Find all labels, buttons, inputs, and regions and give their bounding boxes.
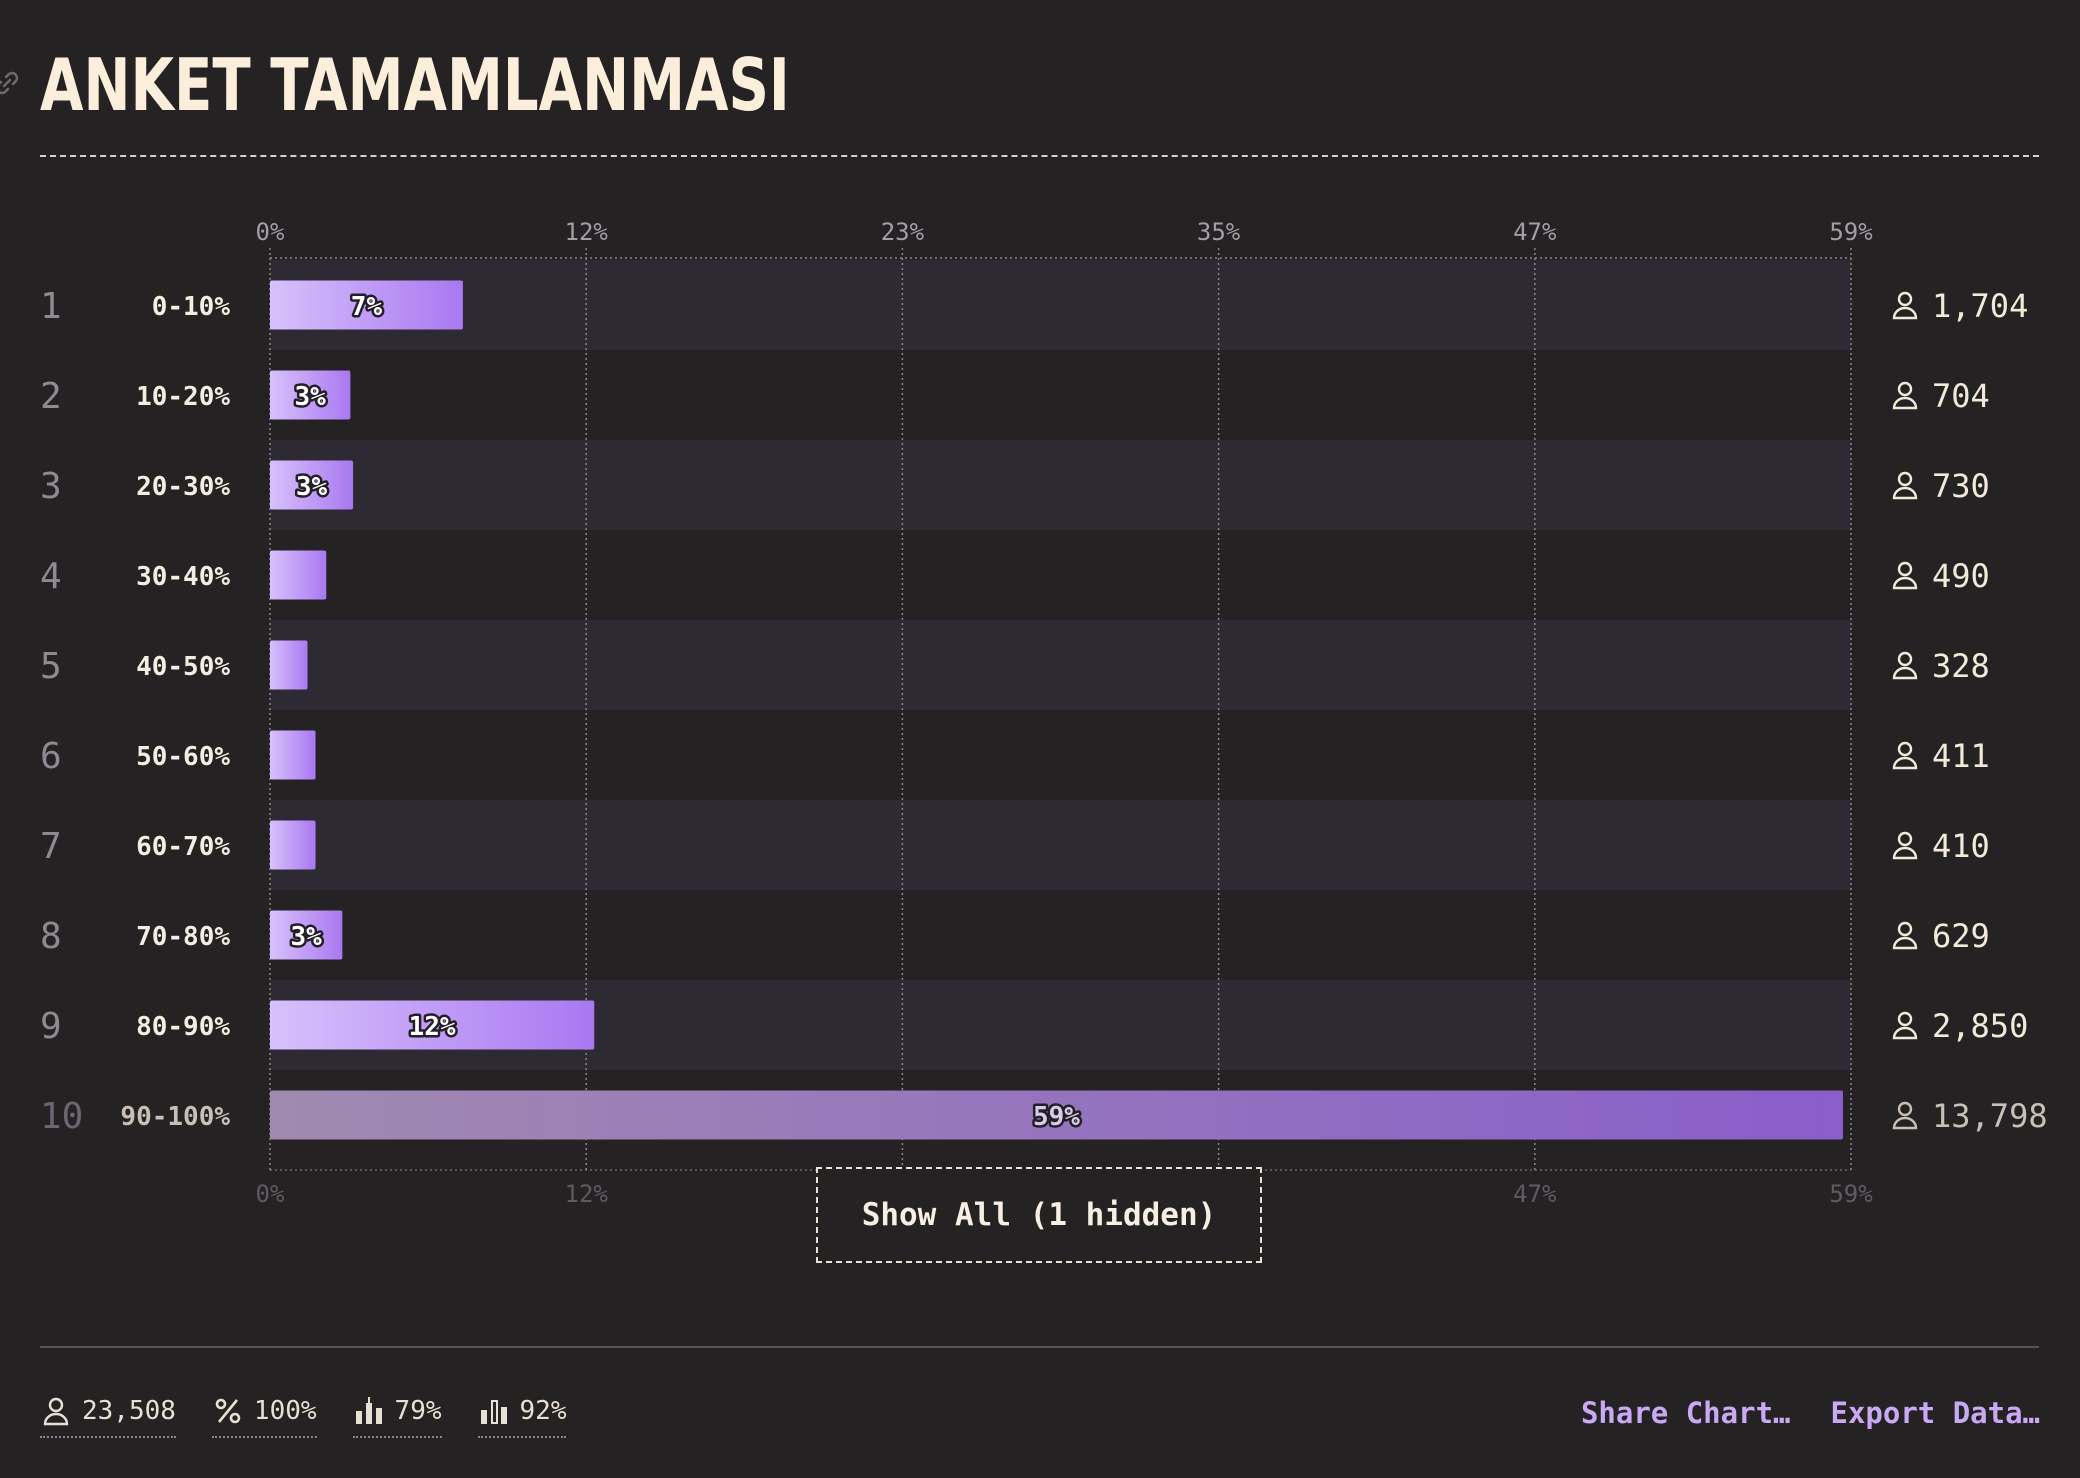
link-icon[interactable] — [0, 68, 22, 98]
bar-value-label: 3% — [291, 922, 323, 952]
bar[interactable] — [270, 280, 463, 330]
bar-chart: 0%0%12%12%23%23%35%35%47%47%59%59% 10-10… — [40, 218, 2048, 1208]
percent-icon — [215, 1398, 241, 1424]
bar[interactable] — [270, 820, 316, 870]
category-label: 50-60% — [136, 742, 230, 772]
row-rank: 7 — [40, 826, 62, 867]
row-band — [270, 440, 1851, 530]
person-icon — [1892, 741, 1918, 770]
respondent-count: 1,704 — [1932, 287, 2028, 325]
candlestick-icon — [355, 1397, 382, 1424]
person-icon — [1892, 1011, 1918, 1040]
stat-respondents[interactable]: 23,508 — [40, 1390, 176, 1438]
x-tick-label-bottom: 59% — [1829, 1180, 1873, 1208]
row-rank: 6 — [40, 736, 62, 777]
bar[interactable] — [270, 730, 316, 780]
stat-candlestick[interactable]: 79% — [352, 1390, 442, 1438]
x-tick-label-bottom: 0% — [256, 1180, 285, 1208]
row-band — [270, 800, 1851, 890]
bar-value-label: 3% — [296, 472, 328, 502]
person-icon — [1892, 291, 1918, 320]
respondent-count: 328 — [1932, 647, 1990, 685]
bar-value-label: 3% — [295, 382, 327, 412]
footer-divider — [40, 1346, 2039, 1348]
category-label: 60-70% — [136, 832, 230, 862]
row-band — [270, 260, 1851, 350]
respondent-count: 410 — [1932, 827, 1990, 865]
actions: Share Chart… Export Data… — [1581, 1396, 2040, 1430]
stat-value: 100% — [253, 1396, 317, 1426]
person-icon — [1892, 831, 1918, 860]
title-divider — [40, 155, 2039, 157]
x-tick-label-bottom: 47% — [1513, 1180, 1557, 1208]
row-band — [270, 620, 1851, 710]
stat-value: 79% — [394, 1396, 442, 1426]
x-tick-label-top: 59% — [1829, 218, 1873, 246]
respondent-count: 13,798 — [1932, 1097, 2048, 1135]
respondent-count: 2,850 — [1932, 1007, 2028, 1045]
bar[interactable] — [270, 370, 351, 420]
stat-value: 23,508 — [82, 1396, 176, 1426]
row-rank: 4 — [40, 556, 62, 597]
x-tick-label-top: 35% — [1197, 218, 1241, 246]
category-label: 0-10% — [152, 292, 231, 322]
stat-bar[interactable]: 92% — [477, 1390, 567, 1438]
stats-bar: 23,508 100% 79% 92% — [40, 1390, 567, 1440]
show-all-button[interactable]: Show All (1 hidden) — [816, 1167, 1262, 1263]
bar-value-label: 59% — [1033, 1102, 1080, 1132]
row-rank: 9 — [40, 1006, 62, 1047]
row-rank: 2 — [40, 376, 62, 417]
page-title: ANKET TAMAMLANMASI — [40, 43, 790, 127]
x-tick-label-top: 23% — [881, 218, 925, 246]
row-rank: 10 — [40, 1096, 83, 1137]
category-label: 40-50% — [136, 652, 230, 682]
person-icon — [1892, 1101, 1918, 1130]
row-rank: 3 — [40, 466, 62, 507]
category-label: 30-40% — [136, 562, 230, 592]
x-tick-label-top: 12% — [565, 218, 609, 246]
stat-value: 92% — [519, 1396, 567, 1426]
category-label: 70-80% — [136, 922, 230, 952]
x-tick-label-bottom: 12% — [565, 1180, 609, 1208]
bar[interactable] — [270, 1090, 1843, 1140]
person-icon — [1892, 381, 1918, 410]
export-data-link[interactable]: Export Data… — [1830, 1396, 2040, 1430]
respondent-count: 730 — [1932, 467, 1990, 505]
person-icon — [1892, 561, 1918, 590]
person-icon — [1892, 651, 1918, 680]
x-tick-label-top: 0% — [256, 218, 285, 246]
bar[interactable] — [270, 550, 327, 600]
bar-value-label: 7% — [351, 292, 383, 322]
row-rank: 1 — [40, 286, 62, 327]
respondent-count: 629 — [1932, 917, 1990, 955]
category-label: 80-90% — [136, 1012, 230, 1042]
bar[interactable] — [270, 910, 343, 960]
bar-value-label: 12% — [409, 1012, 456, 1042]
respondent-count: 704 — [1932, 377, 1990, 415]
stat-percent[interactable]: 100% — [211, 1390, 317, 1438]
bar-chart-icon — [480, 1400, 507, 1424]
respondent-count: 490 — [1932, 557, 1990, 595]
x-tick-label-top: 47% — [1513, 218, 1557, 246]
person-icon — [43, 1397, 69, 1426]
row-rank: 8 — [40, 916, 62, 957]
category-label: 10-20% — [136, 382, 230, 412]
respondent-count: 411 — [1932, 737, 1990, 775]
person-icon — [1892, 921, 1918, 950]
row-rank: 5 — [40, 646, 62, 687]
bar[interactable] — [270, 1000, 595, 1050]
share-chart-link[interactable]: Share Chart… — [1580, 1396, 1791, 1430]
category-label: 20-30% — [136, 472, 230, 502]
person-icon — [1892, 471, 1918, 500]
bar[interactable] — [270, 640, 308, 690]
bar[interactable] — [270, 460, 354, 510]
category-label: 90-100% — [120, 1102, 230, 1132]
